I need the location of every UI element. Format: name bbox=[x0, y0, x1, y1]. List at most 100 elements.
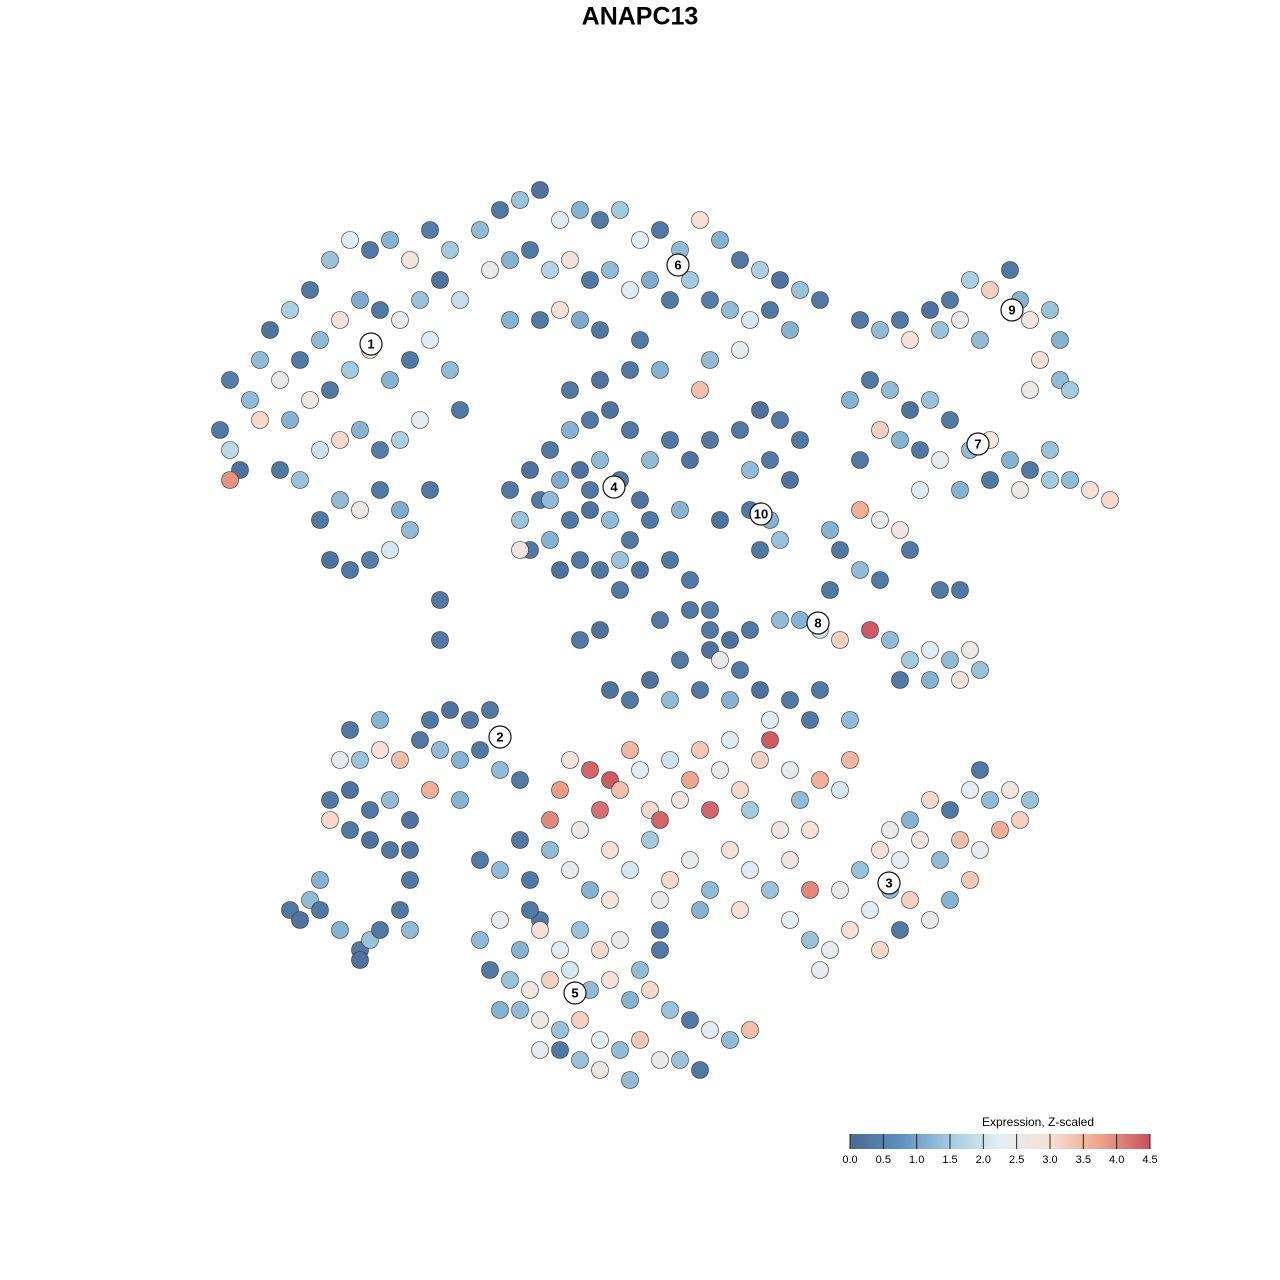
colorbar-tick-label: 3.0 bbox=[1042, 1154, 1057, 1166]
point bbox=[401, 521, 419, 539]
point bbox=[541, 811, 559, 829]
point bbox=[591, 941, 609, 959]
point bbox=[331, 311, 349, 329]
colorbar-tick-label: 2.5 bbox=[1009, 1154, 1024, 1166]
point bbox=[351, 291, 369, 309]
point bbox=[291, 351, 309, 369]
point bbox=[841, 751, 859, 769]
point bbox=[711, 651, 729, 669]
point bbox=[871, 841, 889, 859]
point bbox=[591, 1031, 609, 1049]
colorbar-tick-label: 0.5 bbox=[876, 1154, 891, 1166]
point bbox=[791, 611, 809, 629]
point bbox=[381, 371, 399, 389]
point bbox=[861, 371, 879, 389]
point bbox=[281, 411, 299, 429]
point bbox=[801, 711, 819, 729]
cluster-label: 1 bbox=[367, 336, 374, 351]
point bbox=[631, 961, 649, 979]
point bbox=[1061, 381, 1079, 399]
cluster-label: 4 bbox=[610, 479, 618, 494]
point bbox=[641, 981, 659, 999]
point bbox=[891, 851, 909, 869]
point bbox=[861, 621, 879, 639]
colorbar-title: Expression, Z-scaled bbox=[982, 1115, 1094, 1129]
point bbox=[741, 861, 759, 879]
point bbox=[661, 431, 679, 449]
point bbox=[521, 871, 539, 889]
point bbox=[311, 441, 329, 459]
point bbox=[981, 281, 999, 299]
point bbox=[721, 841, 739, 859]
point bbox=[401, 351, 419, 369]
point bbox=[681, 601, 699, 619]
point bbox=[351, 951, 369, 969]
point bbox=[221, 371, 239, 389]
point bbox=[851, 861, 869, 879]
point bbox=[961, 271, 979, 289]
cluster-label: 5 bbox=[571, 985, 578, 1000]
point bbox=[461, 711, 479, 729]
point bbox=[901, 651, 919, 669]
point bbox=[751, 261, 769, 279]
point bbox=[431, 631, 449, 649]
point bbox=[291, 471, 309, 489]
point bbox=[741, 621, 759, 639]
point bbox=[581, 761, 599, 779]
point bbox=[961, 871, 979, 889]
point bbox=[971, 331, 989, 349]
point bbox=[381, 791, 399, 809]
cluster-marker bbox=[563, 981, 587, 1005]
point bbox=[591, 321, 609, 339]
point bbox=[531, 181, 549, 199]
point bbox=[401, 841, 419, 859]
point bbox=[311, 511, 329, 529]
point bbox=[751, 541, 769, 559]
point bbox=[511, 1001, 529, 1019]
point bbox=[511, 541, 529, 559]
point bbox=[541, 491, 559, 509]
point bbox=[1001, 261, 1019, 279]
point bbox=[891, 311, 909, 329]
point bbox=[641, 451, 659, 469]
point bbox=[571, 631, 589, 649]
cluster-marker bbox=[877, 871, 901, 895]
point bbox=[571, 201, 589, 219]
point bbox=[311, 871, 329, 889]
point bbox=[571, 921, 589, 939]
cluster-marker bbox=[1000, 298, 1024, 322]
point bbox=[591, 561, 609, 579]
point bbox=[651, 891, 669, 909]
point bbox=[521, 461, 539, 479]
point bbox=[451, 791, 469, 809]
point bbox=[651, 221, 669, 239]
point bbox=[431, 741, 449, 759]
point bbox=[761, 301, 779, 319]
point bbox=[1031, 351, 1049, 369]
point bbox=[721, 631, 739, 649]
point bbox=[751, 681, 769, 699]
point bbox=[1041, 441, 1059, 459]
point bbox=[361, 241, 379, 259]
cluster-label: 2 bbox=[496, 729, 503, 744]
colorbar-tick-label: 0.0 bbox=[842, 1154, 857, 1166]
point bbox=[731, 251, 749, 269]
point bbox=[431, 271, 449, 289]
point bbox=[581, 881, 599, 899]
point bbox=[611, 581, 629, 599]
cluster-marker bbox=[666, 253, 690, 277]
point bbox=[791, 281, 809, 299]
colorbar-tick-label: 1.0 bbox=[909, 1154, 924, 1166]
point bbox=[251, 411, 269, 429]
points bbox=[211, 181, 1119, 1089]
point bbox=[781, 321, 799, 339]
point bbox=[581, 271, 599, 289]
point bbox=[581, 411, 599, 429]
point bbox=[551, 1021, 569, 1039]
point bbox=[551, 561, 569, 579]
point bbox=[621, 281, 639, 299]
point bbox=[551, 471, 569, 489]
point bbox=[581, 501, 599, 519]
point bbox=[811, 771, 829, 789]
point bbox=[661, 751, 679, 769]
